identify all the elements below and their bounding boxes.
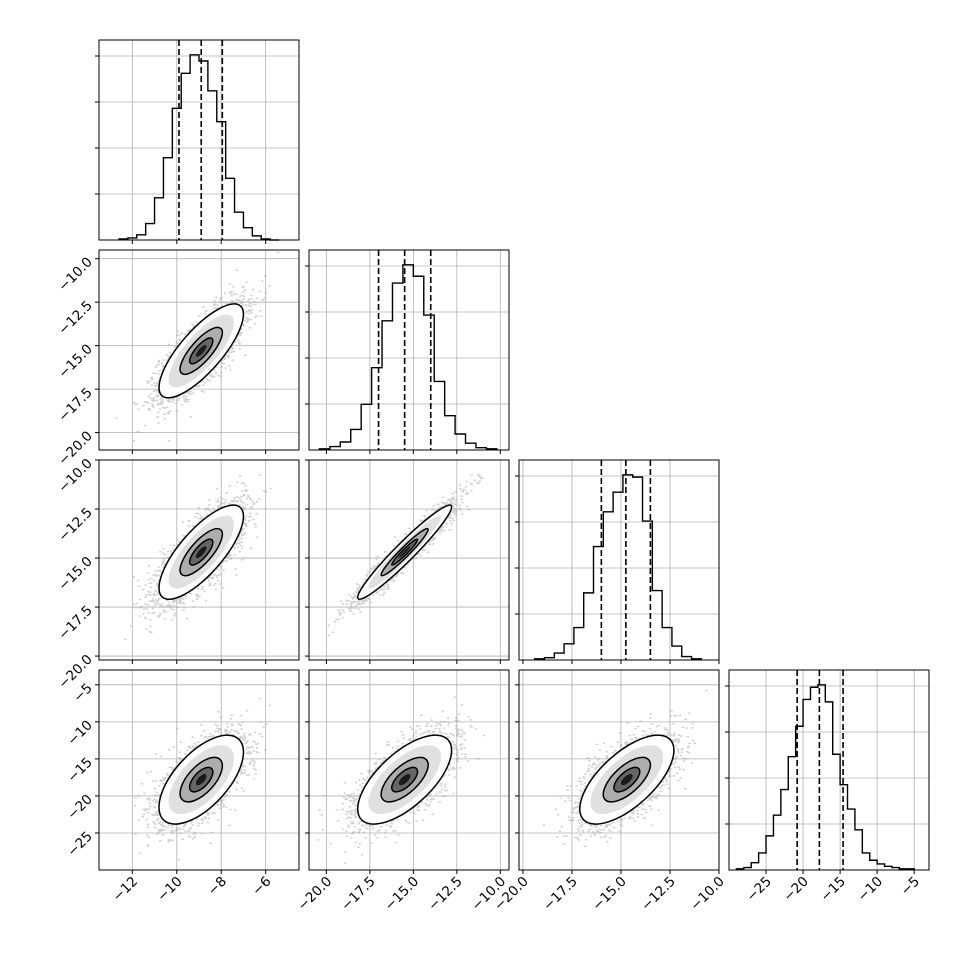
axes-frame (308, 249, 510, 451)
x-tick-label: −20 (780, 874, 811, 905)
density-layer (327, 474, 484, 637)
density-contour (620, 774, 633, 786)
density-panel: −5−10−15−20−25−12 −10 −8 −6 (64, 669, 300, 905)
y-tick-label: −17.5 (55, 603, 96, 644)
x-tick-label: −5 (898, 874, 923, 899)
density-panel: −10.0−12.5−15.0−17.5−20.0 (55, 456, 300, 692)
y-tick-label: −17.5 (55, 385, 96, 426)
x-tick-label: −6 (249, 874, 274, 899)
axes-frame (98, 249, 300, 451)
y-tick-label: −12.5 (55, 298, 96, 339)
density-contour (195, 774, 207, 786)
y-tick-label: −15.0 (55, 554, 96, 595)
density-contour (195, 546, 207, 559)
density-contour (398, 546, 411, 559)
x-tick-label: −12.5 (638, 874, 679, 915)
histogram-panel (95, 39, 300, 244)
axes-frame (98, 669, 300, 871)
histogram-step (318, 264, 498, 450)
density-layer (124, 474, 272, 641)
y-tick-label: −10.0 (55, 254, 96, 295)
density-layer (133, 697, 272, 861)
histogram-panel (305, 249, 510, 454)
density-panel: −20.0 −17.5 −15.0 −12.5 −10.0 (491, 669, 728, 915)
histogram-panel (515, 459, 720, 664)
density-panel: −20.0 −17.5 −15.0 −12.5 −10.0 (295, 669, 510, 915)
density-contour (195, 345, 207, 357)
x-tick-label: −10.0 (687, 874, 728, 915)
axes-frame (308, 669, 510, 871)
x-tick-label: −17.5 (540, 874, 581, 915)
axes-frame (728, 669, 930, 871)
density-panel (305, 459, 510, 664)
density-panel: −10.0−12.5−15.0−17.5−20.0 (55, 249, 300, 469)
x-tick-label: −8 (205, 874, 230, 899)
y-tick-label: −10 (64, 717, 95, 748)
x-tick-label: −15 (817, 874, 848, 905)
x-tick-label: −10 (855, 874, 886, 905)
y-tick-label: −20 (64, 791, 95, 822)
axes-frame (308, 459, 510, 661)
y-tick-label: −15 (64, 754, 95, 785)
density-layer (115, 251, 280, 442)
density-layer (542, 689, 708, 848)
y-tick-label: −25 (64, 828, 95, 859)
histogram-step (735, 684, 915, 870)
axes-frame (518, 669, 720, 871)
x-tick-label: −25 (743, 874, 774, 905)
x-tick-label: −17.5 (338, 874, 379, 915)
x-tick-label: −10 (154, 874, 185, 905)
axes-frame (98, 459, 300, 661)
x-tick-label: −15.0 (382, 874, 423, 915)
y-tick-label: −12.5 (55, 505, 96, 546)
density-contour (398, 774, 411, 786)
density-layer (316, 696, 486, 864)
axes-frame (518, 459, 720, 661)
histogram-step (533, 474, 703, 660)
x-tick-label: −15.0 (589, 874, 630, 915)
histogram-step (118, 54, 279, 241)
y-tick-label: −15.0 (55, 341, 96, 382)
x-tick-label: −12.5 (425, 874, 466, 915)
histogram-panel: −25 −20 −15 −10 −5 (725, 669, 930, 905)
x-tick-label: −12 (110, 874, 141, 905)
axes-frame (98, 39, 300, 241)
x-tick-label: −20.0 (295, 874, 336, 915)
